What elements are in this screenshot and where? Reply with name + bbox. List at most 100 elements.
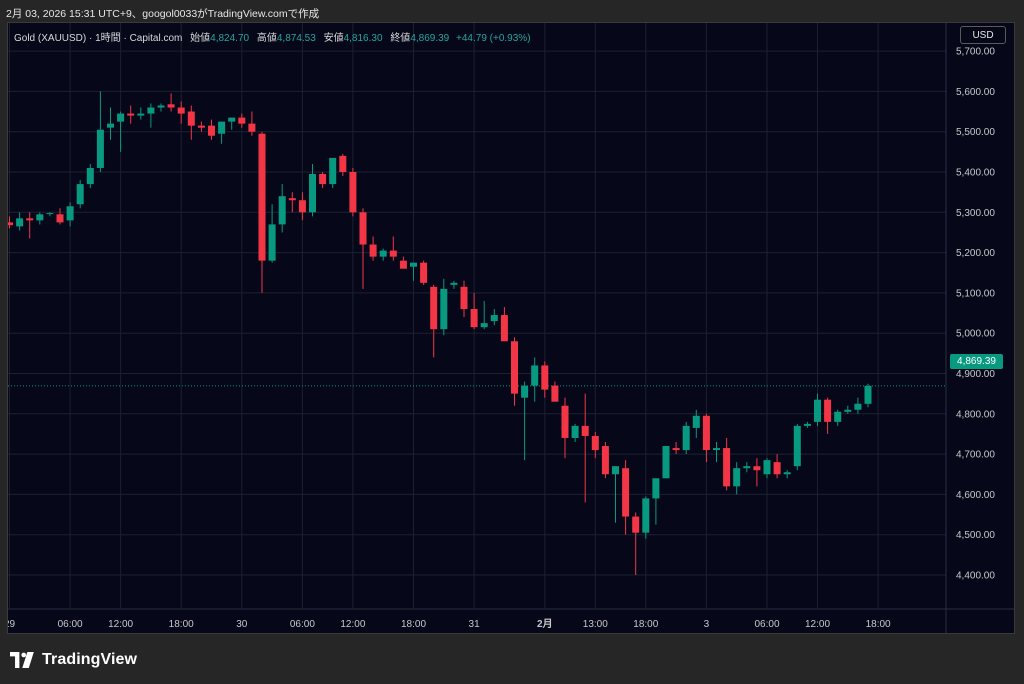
candle-body <box>117 113 125 122</box>
candle-body <box>66 206 74 221</box>
candlestick-chart[interactable]: 29 06:00 12:00 18:00 30 06:00 12:00 18:00 31 2月 13… <box>8 23 1015 634</box>
time-axis: 29 06:00 12:00 18:00 30 06:00 12:00 18:00 31 2月 13… <box>8 618 891 630</box>
candle <box>177 101 185 124</box>
price-tick-label: 4,800.00 <box>956 409 995 420</box>
candle <box>26 212 34 239</box>
candle <box>652 478 660 525</box>
candle-body <box>16 218 24 227</box>
candle <box>117 111 125 152</box>
candle-body <box>177 107 185 114</box>
candle-body <box>803 423 811 426</box>
candle <box>369 236 377 261</box>
candle <box>864 383 872 408</box>
time-tick-label: 3 <box>704 619 710 630</box>
candle <box>420 260 428 285</box>
candle <box>844 405 852 414</box>
candle-body <box>793 425 801 467</box>
last-price-tag: 4,869.39 <box>950 354 1003 369</box>
candle-body <box>349 172 357 213</box>
candle-body <box>420 262 428 283</box>
candle-body <box>490 315 498 322</box>
time-tick-label: 06:00 <box>754 619 779 630</box>
tradingview-logo[interactable]: TradingView <box>10 651 137 669</box>
candle <box>531 357 539 402</box>
candle-body <box>430 286 438 330</box>
currency-button[interactable]: USD <box>960 26 1006 44</box>
candle <box>480 300 488 330</box>
candle <box>753 458 761 487</box>
candle-body <box>329 157 337 185</box>
candle <box>218 121 226 144</box>
candle <box>268 204 276 263</box>
candle <box>632 512 640 575</box>
candle <box>228 117 236 130</box>
candle-body <box>46 213 54 215</box>
candle <box>854 397 862 414</box>
time-tick-label: 18:00 <box>169 619 194 630</box>
candle-body <box>753 466 761 471</box>
candle <box>490 309 498 326</box>
candle-body <box>339 155 347 172</box>
candle-body <box>551 385 559 402</box>
candle-body <box>208 125 215 136</box>
candle-body <box>147 107 155 114</box>
candle-body <box>773 462 781 475</box>
candle <box>8 216 13 229</box>
price-tick-label: 5,100.00 <box>956 288 995 299</box>
brand-name: TradingView <box>42 651 138 668</box>
candle <box>157 103 165 112</box>
candle-body <box>844 409 852 412</box>
candle <box>591 431 599 459</box>
high-label: 高値 <box>256 33 277 44</box>
price-tick-label: 5,400.00 <box>956 168 995 179</box>
candle-body <box>702 415 710 451</box>
close-value: 4,869.39 <box>410 33 450 44</box>
candle-body <box>521 385 529 398</box>
candle-body <box>389 250 397 257</box>
candle <box>612 466 619 523</box>
candle-body <box>197 125 205 128</box>
candle-body <box>187 111 195 126</box>
low-value: 4,816.30 <box>343 33 383 44</box>
time-tick-label: 12:00 <box>340 619 365 630</box>
candle-body <box>854 403 862 410</box>
candle-body <box>612 466 619 475</box>
candle <box>258 131 266 293</box>
candle-body <box>834 411 842 422</box>
candle-body <box>500 315 508 342</box>
time-tick-label: 18:00 <box>866 619 891 630</box>
candle-body <box>359 212 367 245</box>
candle-body <box>319 174 327 185</box>
candle-body <box>248 123 256 132</box>
candle <box>440 278 448 336</box>
candle-body <box>672 448 680 451</box>
candle <box>834 409 842 426</box>
candle <box>662 446 670 479</box>
candle <box>824 397 832 434</box>
candle-body <box>642 498 650 533</box>
candle <box>288 192 296 213</box>
candle <box>309 163 316 217</box>
symbol-legend: Gold (XAUUSD) · 1時間 · Capital.com 始値4,82… <box>14 29 531 44</box>
candle-body <box>511 341 518 394</box>
chart-panel[interactable]: 29 06:00 12:00 18:00 30 06:00 12:00 18:00 31 2月 13… <box>7 22 1015 634</box>
candle <box>692 409 700 438</box>
candle <box>713 442 720 463</box>
time-tick-label: 29 <box>8 619 15 630</box>
candle <box>450 280 458 289</box>
candle <box>430 284 438 358</box>
candle-body <box>96 129 104 168</box>
price-tick-label: 5,200.00 <box>956 248 995 259</box>
price-tick-label: 4,400.00 <box>956 571 995 582</box>
candle-body <box>470 309 478 328</box>
candle <box>137 107 145 120</box>
time-tick-label: 06:00 <box>58 619 83 630</box>
candle-body <box>309 174 316 213</box>
time-tick-label: 31 <box>469 619 481 630</box>
candle <box>399 256 407 269</box>
candle <box>783 470 791 479</box>
change-value: +44.79 (+0.93%) <box>456 33 531 44</box>
grid-lines <box>8 23 1014 633</box>
candle-body <box>733 468 741 487</box>
candle <box>511 337 518 406</box>
